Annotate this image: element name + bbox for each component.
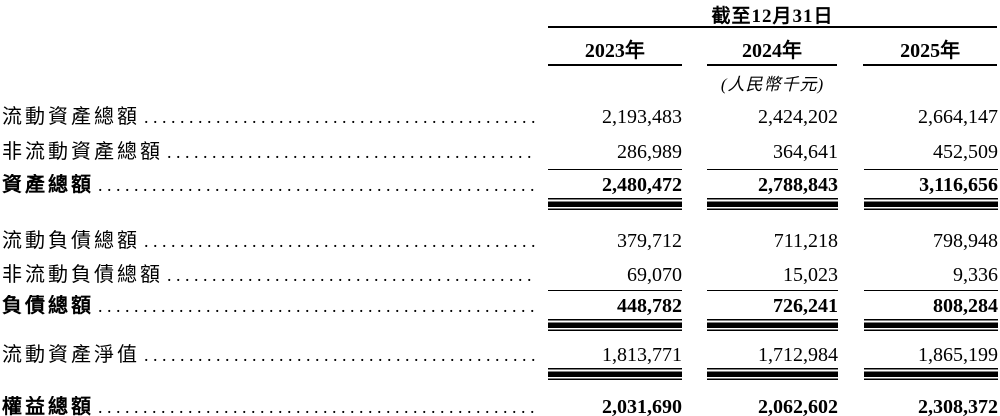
table-row-total-equity: 權益總額 2,031,690 2,062,602 2,308,372 <box>0 396 1000 416</box>
dot-leader <box>144 106 536 128</box>
total-double-rule <box>0 198 1000 210</box>
row-value-2024: 711,218 <box>773 230 838 252</box>
table-row-current-assets: 流動資產總額 2,193,483 2,424,202 2,664,147 <box>0 106 1000 128</box>
row-label: 流動負債總額 <box>2 230 140 252</box>
header-rule <box>548 26 997 28</box>
row-label-cell: 非流動負債總額 <box>0 264 548 286</box>
year-column-2024: 2024年 <box>706 28 838 66</box>
table-row-noncurrent-liabilities: 非流動負債總額 69,070 15,023 9,336 <box>0 264 1000 286</box>
total-double-rule <box>0 368 1000 380</box>
row-label-cell: 負債總額 <box>0 295 548 317</box>
row-value-2023: 448,782 <box>617 295 682 317</box>
row-value-2024: 2,424,202 <box>758 106 838 128</box>
table-row-net-current-assets: 流動資產淨值 1,813,771 1,712,984 1,865,199 <box>0 344 1000 366</box>
row-label-cell: 權益總額 <box>0 396 548 416</box>
row-value-2023: 1,813,771 <box>602 344 682 366</box>
table-row-total-liabilities: 負債總額 448,782 726,241 808,284 <box>0 295 1000 317</box>
dot-leader <box>98 174 536 196</box>
row-label: 流動資產淨值 <box>2 344 140 366</box>
row-value-2024: 1,712,984 <box>758 344 838 366</box>
row-label: 流動資產總額 <box>2 106 140 128</box>
row-value-2023: 2,031,690 <box>602 396 682 416</box>
row-label: 非流動負債總額 <box>2 264 163 286</box>
row-value-2025: 2,308,372 <box>918 396 998 416</box>
row-value-2025: 808,284 <box>933 295 998 317</box>
row-value-2025: 798,948 <box>933 230 998 252</box>
row-label-cell: 非流動資產總額 <box>0 141 548 163</box>
year-columns: 2023年 2024年 2025年 <box>548 28 998 66</box>
sum-rule <box>0 169 1000 171</box>
dot-leader <box>167 141 536 163</box>
row-label-cell: 流動資產總額 <box>0 106 548 128</box>
row-label: 權益總額 <box>2 396 94 416</box>
dot-leader <box>144 344 536 366</box>
row-value-2024: 726,241 <box>773 295 838 317</box>
row-value-2024: 15,023 <box>783 264 838 286</box>
row-value-2024: 2,062,602 <box>758 396 838 416</box>
currency-unit-note: (人民幣千元) <box>720 75 825 94</box>
row-value-2023: 379,712 <box>617 230 682 252</box>
year-column-2025: 2025年 <box>863 28 998 66</box>
row-value-2023: 286,989 <box>617 141 682 163</box>
total-double-rule <box>0 319 1000 331</box>
table-header: 截至12月31日 2023年 2024年 2025年 (人民幣千元) <box>548 0 998 95</box>
dot-leader <box>167 264 536 286</box>
row-value-2025: 3,116,656 <box>919 174 998 196</box>
row-value-2023: 2,193,483 <box>602 106 682 128</box>
row-value-2023: 69,070 <box>627 264 682 286</box>
row-value-2025: 9,336 <box>953 264 998 286</box>
table-row-noncurrent-assets: 非流動資產總額 286,989 364,641 452,509 <box>0 141 1000 163</box>
row-value-2025: 1,865,199 <box>918 344 998 366</box>
row-label: 負債總額 <box>2 295 94 317</box>
header-title: 截至12月31日 <box>711 6 834 27</box>
row-label: 資產總額 <box>2 174 94 196</box>
dot-leader <box>98 295 536 317</box>
table-row-total-assets: 資產總額 2,480,472 2,788,843 3,116,656 <box>0 174 1000 196</box>
row-label-cell: 流動資產淨值 <box>0 344 548 366</box>
row-value-2023: 2,480,472 <box>602 174 682 196</box>
row-label-cell: 資產總額 <box>0 174 548 196</box>
row-value-2024: 364,641 <box>773 141 838 163</box>
dot-leader <box>144 230 536 252</box>
row-label: 非流動資產總額 <box>2 141 163 163</box>
row-value-2025: 452,509 <box>933 141 998 163</box>
dot-leader <box>98 396 536 416</box>
sum-rule <box>0 290 1000 292</box>
year-column-2023: 2023年 <box>548 28 682 66</box>
row-value-2025: 2,664,147 <box>918 106 998 128</box>
table-row-current-liabilities: 流動負債總額 379,712 711,218 798,948 <box>0 230 1000 252</box>
row-value-2024: 2,788,843 <box>758 174 838 196</box>
row-label-cell: 流動負債總額 <box>0 230 548 252</box>
